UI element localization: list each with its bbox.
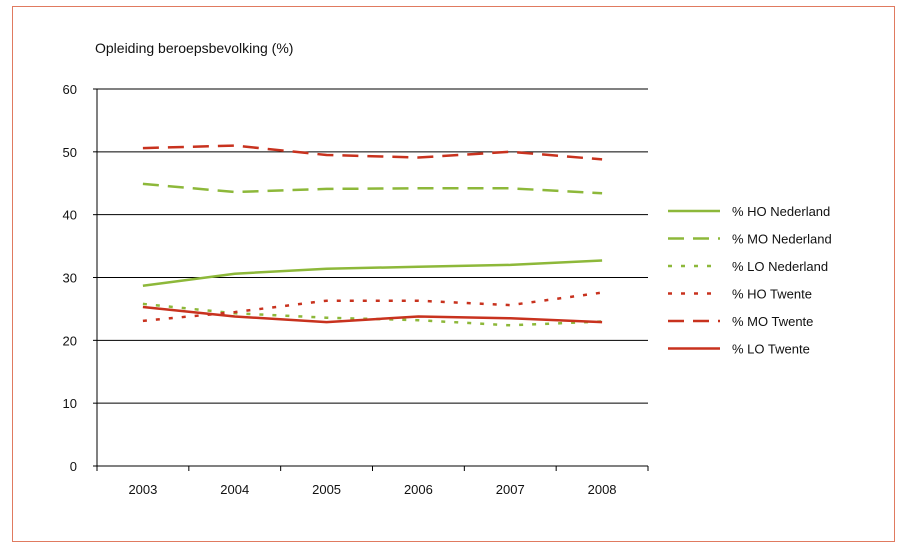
legend-label-2: % MO Nederland [732,232,832,247]
x-tick-label-2003: 2003 [128,482,157,497]
x-tick-label-2008: 2008 [588,482,617,497]
y-tick-label-0: 0 [70,459,77,474]
x-tick-label-2007: 2007 [496,482,525,497]
y-tick-label-10: 10 [63,396,77,411]
y-tick-label-30: 30 [63,271,77,286]
x-tick-label-2004: 2004 [220,482,249,497]
chart-frame [12,6,895,542]
y-tick-label-60: 60 [63,82,77,97]
legend-label-4: % HO Twente [732,287,812,302]
series-line-1 [142,259,603,287]
y-tick-label-50: 50 [63,145,77,160]
chart-title: Opleiding beroepsbevolking (%) [95,40,294,56]
y-tick-label-40: 40 [63,208,77,223]
legend-label-1: % HO Nederland [732,204,830,219]
legend-label-6: % LO Twente [732,342,810,357]
series-line-6 [142,305,603,324]
legend-label-5: % MO Twente [732,314,813,329]
series-line-2 [142,182,603,195]
legend-label-3: % LO Nederland [732,259,828,274]
x-tick-label-2006: 2006 [404,482,433,497]
y-tick-label-20: 20 [63,333,77,348]
series-line-4 [142,291,603,323]
x-tick-label-2005: 2005 [312,482,341,497]
series-line-5 [142,144,603,161]
